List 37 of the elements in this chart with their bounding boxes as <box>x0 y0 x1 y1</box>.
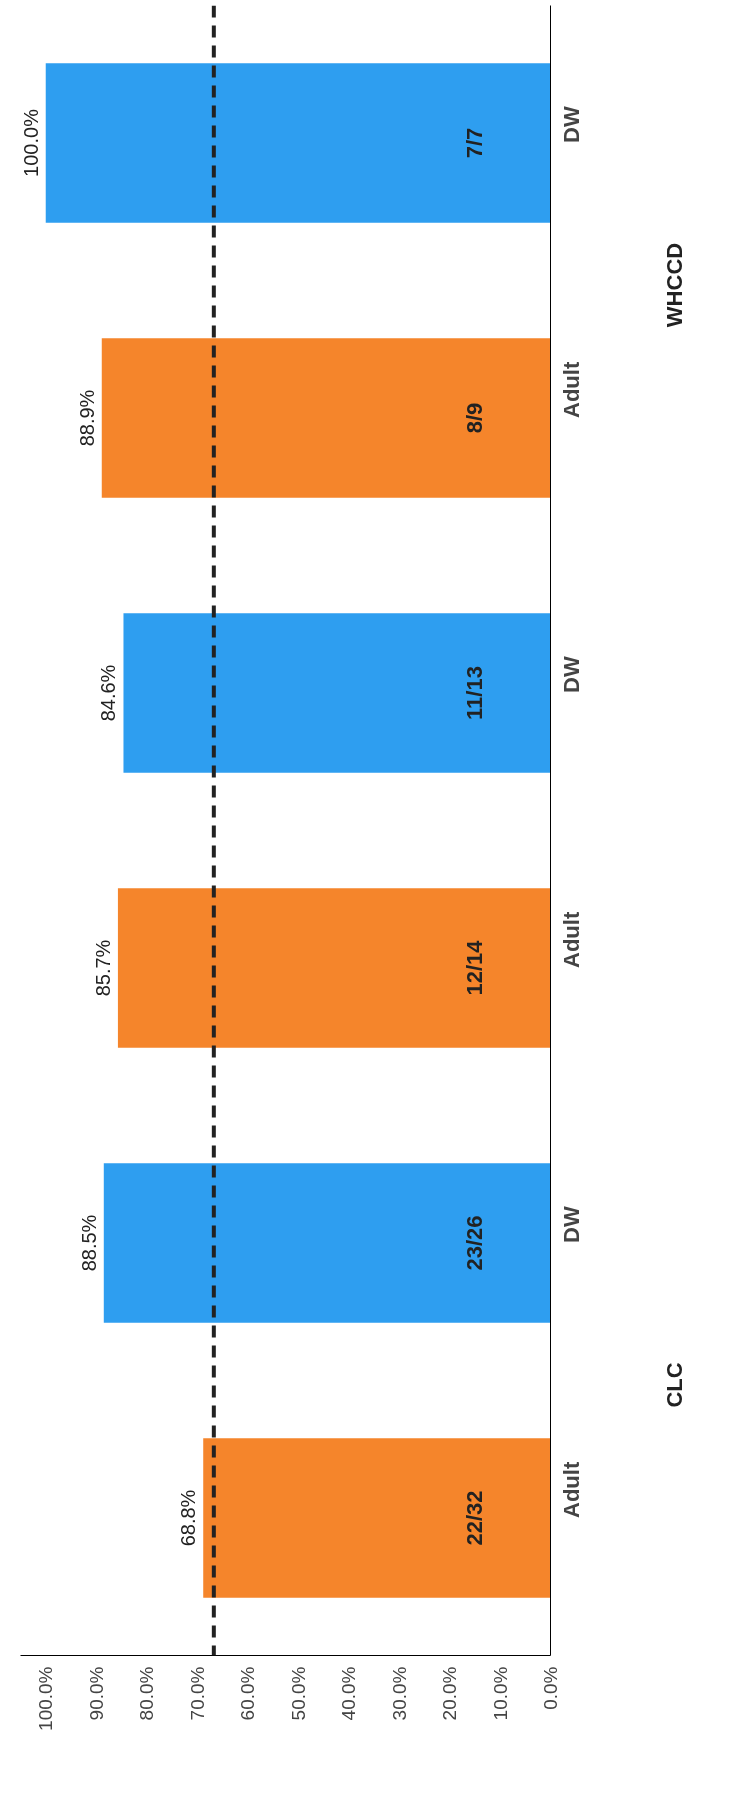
annotation: 23/26 <box>462 1215 488 1271</box>
x-tick-label: 40.0% <box>338 1666 360 1721</box>
annotation: 12/14 <box>462 939 488 996</box>
data-label: 88.5% <box>77 1214 100 1272</box>
x-tick-label: 70.0% <box>186 1666 208 1721</box>
y-tick-label: Adult <box>559 361 584 418</box>
x-tick-label: 20.0% <box>439 1666 461 1721</box>
x-tick-label: 60.0% <box>237 1666 259 1721</box>
y-tick-label: Adult <box>559 1461 584 1518</box>
x-tick-label: 100.0% <box>35 1666 57 1731</box>
bar <box>203 1438 551 1598</box>
text: CLC <box>661 1362 689 1408</box>
y-tick-label: DW <box>559 656 584 693</box>
y-tick-label: DW <box>559 1206 584 1243</box>
annotation: 11/13 <box>462 666 488 720</box>
x-tick-label: 80.0% <box>136 1666 158 1721</box>
x-tick-label: 10.0% <box>489 1666 511 1721</box>
data-label: 84.6% <box>97 664 120 722</box>
data-label: 88.9% <box>75 389 98 447</box>
data-label: 100.0% <box>19 108 42 177</box>
bar <box>45 63 551 223</box>
x-tick-label: 30.0% <box>388 1666 410 1721</box>
bar <box>101 338 551 498</box>
bar <box>117 888 551 1048</box>
annotation: 8/9 <box>462 402 488 434</box>
x-tick-label: 50.0% <box>287 1666 309 1721</box>
y-tick-label: DW <box>559 106 584 143</box>
annotation: 22/32 <box>462 1490 488 1546</box>
data-label: 68.8% <box>177 1489 200 1547</box>
data-label: 85.7% <box>91 939 114 997</box>
y-tick-label: Adult <box>559 911 584 968</box>
annotation: 7/7 <box>462 127 488 159</box>
bar <box>103 1163 551 1323</box>
bar <box>123 613 551 773</box>
text: WHCCD <box>661 242 689 328</box>
x-tick-label: 90.0% <box>85 1666 107 1721</box>
x-tick-label: 0.0% <box>540 1666 561 1710</box>
